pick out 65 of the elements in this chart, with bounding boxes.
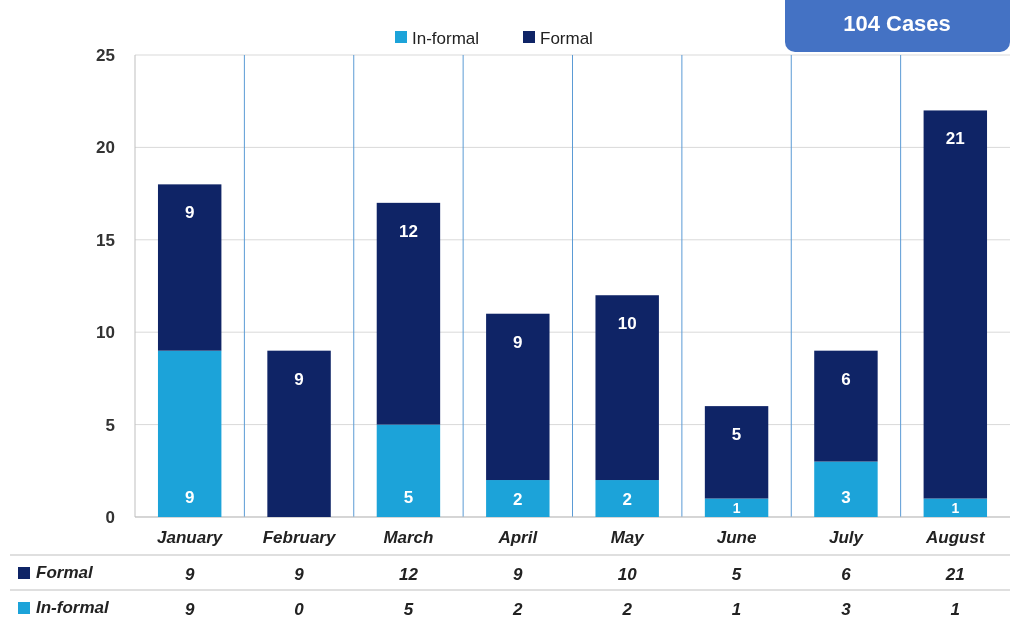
bar (923, 498, 988, 517)
text: 9 (513, 565, 524, 584)
bar (595, 480, 659, 517)
y-tick-label: 10 (96, 323, 115, 343)
text: Formal (36, 563, 94, 582)
data-label: 6 (841, 369, 851, 389)
text: 2 (512, 600, 524, 619)
data-label: 9 (294, 369, 304, 389)
data-label: 2 (513, 489, 523, 509)
data-label: 1 (951, 499, 960, 516)
bar (486, 480, 550, 517)
data-label: 9 (184, 203, 195, 223)
data-label: 2 (622, 489, 632, 509)
y-tick-label: 15 (96, 230, 115, 250)
x-tick-label: January (157, 528, 224, 547)
text: 1 (950, 600, 961, 619)
bar (923, 110, 988, 499)
text: 1 (731, 600, 742, 619)
data-label: 5 (403, 488, 414, 507)
text: 9 (184, 600, 195, 619)
text: 5 (731, 565, 742, 584)
text: 0 (294, 600, 305, 619)
bar (704, 498, 769, 517)
bar (814, 350, 878, 462)
y-tick-label: 20 (96, 138, 115, 158)
data-label: 5 (731, 425, 742, 445)
bar (595, 295, 659, 481)
legend-label: In-formal (412, 29, 480, 48)
text: 104 Cases (843, 11, 951, 36)
text: 12 (398, 565, 419, 584)
y-tick-label: 5 (105, 415, 115, 435)
bar (704, 406, 769, 499)
data-label: 9 (513, 332, 523, 352)
y-tick-label: 0 (105, 508, 115, 527)
text: 21 (944, 565, 965, 584)
text: 10 (617, 565, 638, 584)
y-tick-label: 25 (96, 46, 115, 65)
text: In-formal (36, 598, 110, 617)
text: 9 (184, 565, 195, 584)
data-label: 1 (732, 499, 741, 516)
bar (814, 461, 878, 517)
text: 9 (294, 565, 305, 584)
data-label: 3 (841, 488, 851, 507)
x-tick-label: March (383, 528, 434, 547)
bar (267, 350, 331, 517)
bar (157, 350, 222, 517)
x-tick-label: May (610, 528, 646, 547)
text: 5 (403, 600, 414, 619)
text: 2 (621, 600, 633, 619)
bar (486, 313, 550, 481)
data-label: 12 (398, 221, 418, 241)
bar (157, 184, 222, 351)
x-tick-label: February (262, 528, 337, 547)
legend-label: Formal (540, 29, 593, 48)
data-label: 21 (945, 129, 965, 149)
data-label: 10 (617, 314, 637, 334)
x-tick-label: June (716, 528, 757, 547)
text: 3 (841, 600, 852, 619)
text: 6 (841, 565, 852, 584)
x-tick-label: April (497, 528, 539, 547)
bar (376, 424, 441, 517)
x-tick-label: August (925, 528, 986, 547)
bar (376, 202, 441, 425)
x-tick-label: July (828, 528, 865, 547)
data-label: 9 (184, 488, 195, 507)
